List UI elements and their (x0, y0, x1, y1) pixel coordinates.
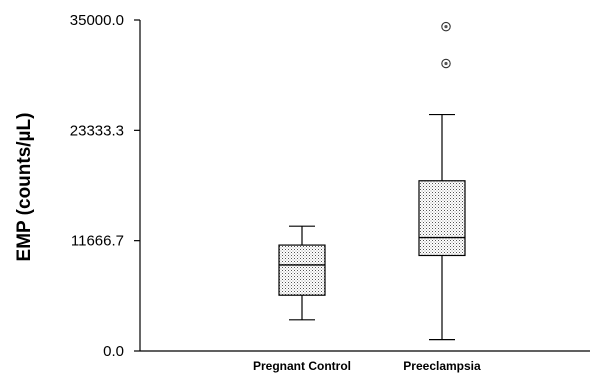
box-pregnant-control (278, 225, 326, 321)
boxes (278, 21, 466, 341)
y-tick-label: 35000.0 (70, 12, 124, 29)
y-tick-label: 11666.7 (71, 233, 124, 250)
iqr-box (418, 180, 466, 257)
iqr-box (278, 244, 326, 296)
y-axis-label: EMP (counts/µL) (14, 113, 35, 262)
x-ticks: Pregnant Control Preeclampsia (253, 359, 481, 373)
y-tick-label: 23333.3 (70, 122, 124, 139)
x-category-label: Pregnant Control (253, 359, 351, 373)
x-category-label: Preeclampsia (403, 359, 481, 373)
box-preeclampsia (418, 21, 466, 341)
outlier-point (441, 21, 451, 32)
outlier-point (441, 58, 451, 69)
y-tick-label: 0.0 (103, 343, 124, 360)
y-ticks: 0.0 11666.7 23333.3 35000.0 (70, 12, 140, 360)
